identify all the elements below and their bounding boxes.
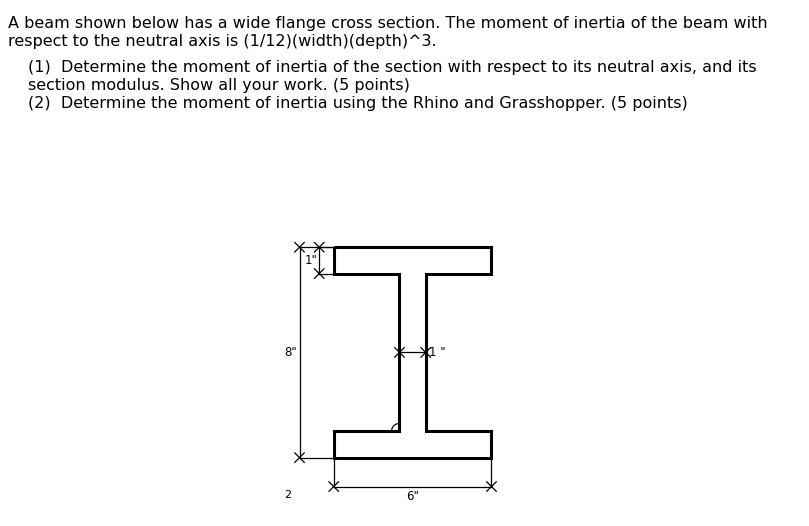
Text: 1 ": 1 " [429, 346, 446, 359]
Text: (2)  Determine the moment of inertia using the Rhino and Grasshopper. (5 points): (2) Determine the moment of inertia usin… [28, 96, 688, 111]
Text: 8": 8" [285, 346, 298, 359]
Text: (1)  Determine the moment of inertia of the section with respect to its neutral : (1) Determine the moment of inertia of t… [28, 60, 756, 75]
Text: A beam shown below has a wide flange cross section. The moment of inertia of the: A beam shown below has a wide flange cro… [8, 16, 768, 31]
Text: section modulus. Show all your work. (5 points): section modulus. Show all your work. (5 … [28, 78, 410, 93]
Text: respect to the neutral axis is (1/12)(width)(depth)^3.: respect to the neutral axis is (1/12)(wi… [8, 34, 437, 49]
Text: 1": 1" [304, 254, 317, 267]
Text: 2: 2 [284, 490, 291, 500]
Text: 6": 6" [406, 490, 419, 503]
